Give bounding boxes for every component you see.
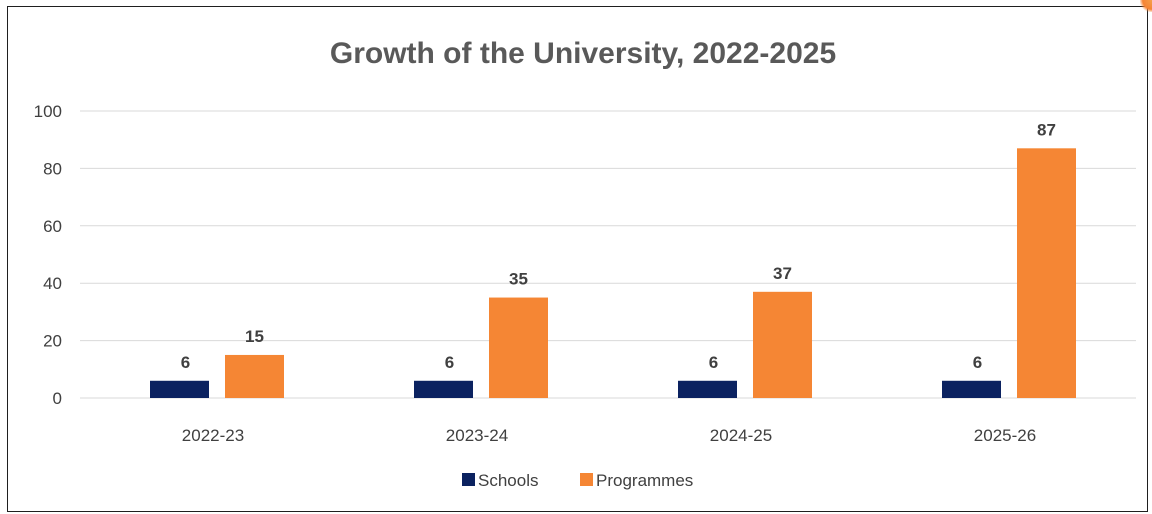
data-labels: 6 15 6 35 6 37 6 87: [181, 120, 1056, 371]
legend-label-schools: Schools: [478, 471, 538, 490]
data-label-programmes: 37: [773, 264, 792, 283]
bar-programmes-2024-25: [753, 291, 812, 398]
legend: Schools Programmes: [462, 471, 693, 490]
data-label-programmes: 87: [1037, 120, 1056, 139]
bar-programmes-2023-24: [489, 297, 548, 398]
x-tick-label: 2022-23: [182, 426, 244, 445]
bar-schools-2025-26: [942, 380, 1001, 398]
y-tick-label: 20: [43, 332, 62, 351]
x-tick-label: 2025-26: [974, 426, 1036, 445]
corner-accent: [1140, 0, 1152, 12]
bar-schools-2024-25: [678, 380, 737, 398]
y-tick-label: 40: [43, 274, 62, 293]
data-label-schools: 6: [709, 353, 718, 372]
x-tick-label: 2023-24: [446, 426, 508, 445]
data-label-schools: 6: [445, 353, 454, 372]
legend-swatch-programmes: [580, 473, 593, 486]
data-label-schools: 6: [181, 353, 190, 372]
bar-schools-2023-24: [414, 380, 473, 398]
legend-swatch-schools: [462, 473, 475, 486]
bar-programmes-2025-26: [1017, 148, 1076, 398]
y-tick-label: 100: [34, 102, 62, 121]
y-axis-ticks: 0 20 40 60 80 100: [34, 102, 62, 408]
y-tick-label: 60: [43, 217, 62, 236]
x-axis-ticks: 2022-23 2023-24 2024-25 2025-26: [182, 426, 1036, 445]
legend-label-programmes: Programmes: [596, 471, 693, 490]
bar-programmes-2022-23: [225, 354, 284, 398]
bars: [150, 148, 1076, 398]
data-label-programmes: 35: [509, 270, 528, 289]
y-tick-label: 80: [43, 159, 62, 178]
data-label-schools: 6: [973, 353, 982, 372]
chart-title: Growth of the University, 2022-2025: [330, 37, 836, 70]
y-tick-label: 0: [53, 389, 62, 408]
x-tick-label: 2024-25: [710, 426, 772, 445]
data-label-programmes: 15: [245, 327, 264, 346]
chart-frame: [7, 6, 1148, 512]
bar-schools-2022-23: [150, 380, 209, 398]
